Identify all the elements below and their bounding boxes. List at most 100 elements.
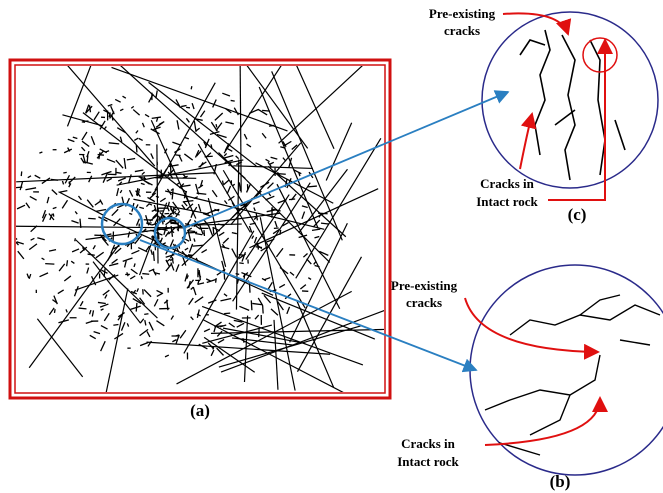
crack bbox=[197, 203, 202, 212]
crack bbox=[217, 338, 225, 344]
zoom-region bbox=[100, 202, 144, 246]
crack bbox=[79, 218, 82, 228]
crack bbox=[86, 199, 94, 208]
crack bbox=[85, 104, 90, 114]
crack bbox=[61, 180, 65, 185]
crack bbox=[295, 137, 382, 279]
crack bbox=[145, 245, 151, 252]
crack bbox=[202, 324, 273, 344]
crack bbox=[254, 314, 260, 320]
crack bbox=[199, 110, 206, 118]
crack bbox=[136, 191, 140, 197]
crack bbox=[561, 34, 576, 181]
crack bbox=[52, 206, 57, 210]
crack bbox=[239, 305, 250, 311]
crack bbox=[260, 181, 270, 188]
crack bbox=[187, 254, 194, 257]
crack bbox=[25, 202, 31, 209]
crack bbox=[193, 224, 197, 228]
crack bbox=[231, 231, 237, 235]
crack bbox=[267, 165, 347, 238]
crack bbox=[152, 212, 158, 219]
crack bbox=[153, 208, 157, 212]
crack bbox=[210, 349, 215, 357]
crack bbox=[157, 208, 160, 213]
crack bbox=[123, 260, 127, 268]
crack bbox=[318, 212, 328, 215]
crack bbox=[79, 300, 84, 307]
crack bbox=[107, 251, 113, 262]
crack bbox=[81, 246, 85, 251]
crack bbox=[319, 250, 329, 256]
crack bbox=[259, 217, 296, 391]
crack bbox=[99, 199, 104, 205]
crack bbox=[207, 299, 217, 304]
crack bbox=[175, 210, 181, 218]
crack bbox=[188, 243, 194, 253]
crack bbox=[28, 242, 121, 369]
crack bbox=[195, 150, 202, 157]
crack bbox=[209, 131, 220, 135]
crack bbox=[101, 269, 108, 274]
crack bbox=[162, 168, 168, 176]
crack bbox=[155, 231, 163, 236]
crack bbox=[159, 212, 167, 218]
crack bbox=[188, 231, 198, 234]
crack bbox=[155, 90, 158, 99]
crack bbox=[95, 251, 105, 259]
crack bbox=[113, 323, 119, 326]
crack bbox=[165, 219, 173, 226]
crack bbox=[130, 305, 141, 311]
crack bbox=[255, 190, 262, 197]
crack bbox=[320, 222, 329, 225]
crack bbox=[174, 148, 181, 154]
crack bbox=[184, 136, 190, 140]
crack bbox=[172, 208, 175, 213]
crack bbox=[141, 228, 147, 233]
crack bbox=[113, 245, 120, 250]
crack bbox=[190, 316, 194, 321]
crack bbox=[109, 262, 119, 267]
crack bbox=[140, 182, 145, 186]
crack bbox=[93, 331, 101, 335]
crack bbox=[188, 297, 194, 305]
crack bbox=[134, 169, 144, 173]
crack bbox=[221, 260, 226, 272]
crack bbox=[301, 205, 308, 209]
crack bbox=[272, 228, 280, 235]
crack bbox=[133, 263, 136, 268]
crack bbox=[111, 258, 118, 265]
crack bbox=[197, 271, 202, 278]
crack bbox=[250, 300, 253, 311]
crack bbox=[183, 201, 188, 207]
crack bbox=[274, 220, 278, 228]
crack bbox=[52, 213, 55, 217]
crack bbox=[222, 92, 231, 97]
crack bbox=[140, 276, 143, 280]
crack bbox=[231, 337, 294, 346]
crack bbox=[253, 216, 258, 221]
crack bbox=[137, 246, 148, 253]
crack bbox=[186, 203, 194, 211]
crack bbox=[252, 302, 263, 306]
crack bbox=[278, 66, 363, 144]
crack bbox=[62, 114, 103, 127]
cracks-c bbox=[519, 29, 626, 181]
crack bbox=[178, 183, 185, 189]
crack bbox=[266, 238, 275, 243]
red-arrows bbox=[464, 12, 613, 446]
crack bbox=[99, 120, 106, 130]
crack bbox=[148, 268, 155, 273]
crack bbox=[25, 187, 37, 191]
crack bbox=[90, 275, 97, 286]
crack bbox=[85, 320, 93, 324]
crack bbox=[313, 261, 317, 265]
crack bbox=[176, 290, 352, 385]
crack bbox=[194, 296, 204, 304]
crack bbox=[39, 151, 43, 154]
crack bbox=[63, 275, 72, 282]
crack bbox=[298, 168, 348, 234]
panel-label: (b) bbox=[550, 472, 571, 491]
crack bbox=[63, 171, 67, 174]
crack bbox=[261, 292, 376, 340]
